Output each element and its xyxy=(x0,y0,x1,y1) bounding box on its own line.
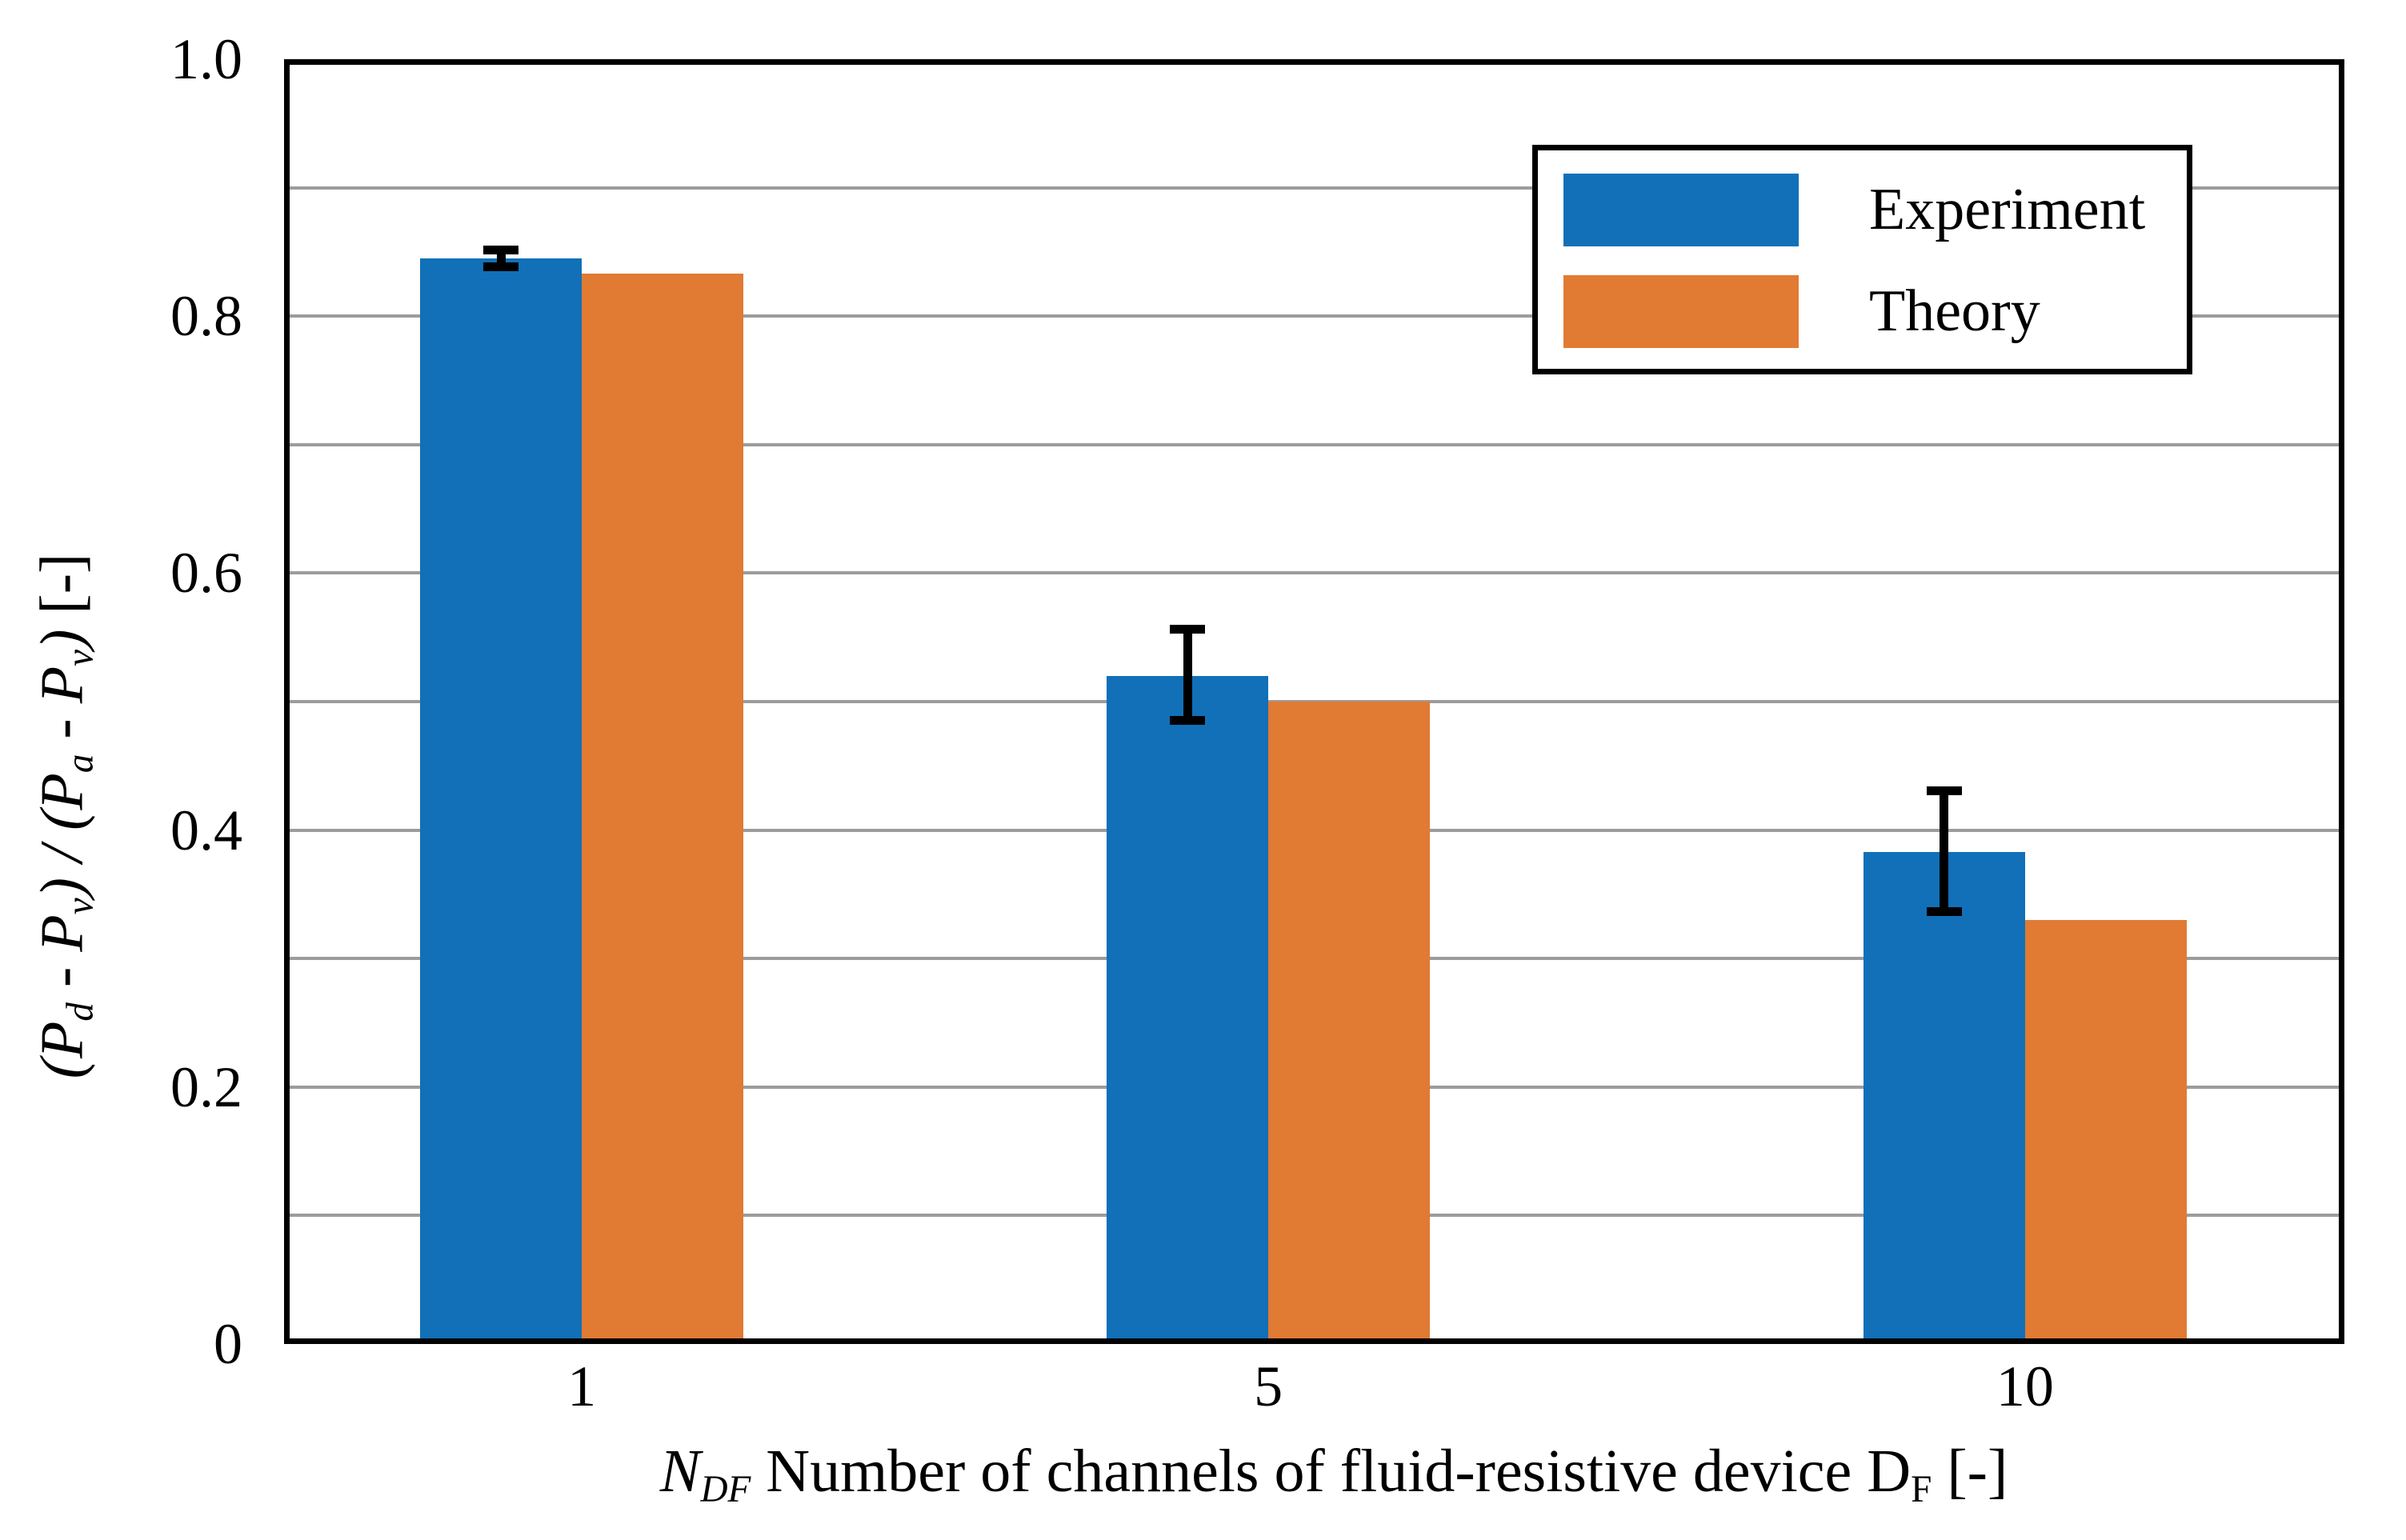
y-tick-label: 0.6 xyxy=(170,541,242,606)
error-bar-5 xyxy=(1170,624,1206,725)
axis-label-segment: D xyxy=(1867,1438,1912,1505)
error-bar-1 xyxy=(483,245,519,271)
legend-label-experiment: Experiment xyxy=(1869,177,2146,242)
bar-theory-5 xyxy=(1268,702,1430,1344)
bar-theory-10 xyxy=(2024,920,2187,1344)
axis-label-segment: DF xyxy=(700,1469,751,1511)
axis-label-segment: F xyxy=(1911,1469,1932,1511)
x-tick-labels: 1 5 10 xyxy=(284,1350,2344,1430)
axis-label-segment: N xyxy=(659,1438,701,1505)
gridline xyxy=(284,314,2344,318)
bar-experiment-1 xyxy=(420,258,582,1344)
x-tick-label: 5 xyxy=(1254,1354,1283,1418)
axis-label-segment: Number of channels of fluid-resistive de… xyxy=(751,1438,1868,1505)
legend: Experiment Theory xyxy=(1532,145,2192,374)
x-tick-label: 10 xyxy=(1996,1354,2054,1418)
y-tick-label: 0.8 xyxy=(170,284,242,349)
error-bars xyxy=(284,59,2344,1344)
legend-label-theory: Theory xyxy=(1869,278,2040,344)
legend-item-experiment: Experiment xyxy=(1563,174,2171,246)
bar-theory-1 xyxy=(582,274,743,1344)
bar-experiment-5 xyxy=(1107,675,1269,1344)
y-tick-label: 0.2 xyxy=(170,1054,242,1119)
error-bar-10 xyxy=(1926,786,1962,917)
legend-item-theory: Theory xyxy=(1563,275,2171,348)
y-tick-label: 0 xyxy=(214,1312,242,1376)
bar-experiment-10 xyxy=(1863,851,2025,1344)
gridline xyxy=(284,186,2344,190)
legend-swatch-experiment xyxy=(1563,174,1799,246)
x-axis-label: NDF Number of channels of fluid-resistiv… xyxy=(659,1437,2008,1509)
error-bar-stem xyxy=(1183,624,1192,725)
error-bar-stem xyxy=(1940,786,1949,917)
legend-swatch-theory xyxy=(1563,275,1799,348)
axis-label-segment: [-] xyxy=(1932,1438,2008,1505)
gridline xyxy=(284,571,2344,575)
gridline xyxy=(284,442,2344,446)
x-tick-label: 1 xyxy=(567,1354,597,1418)
bars xyxy=(284,59,2344,1344)
y-tick-label: 0.4 xyxy=(170,798,242,862)
y-tick-labels: 1.0 0.8 0.6 0.4 0.2 0 xyxy=(0,27,242,1376)
error-bar-stem xyxy=(496,245,506,271)
y-tick-label: 1.0 xyxy=(170,27,242,91)
